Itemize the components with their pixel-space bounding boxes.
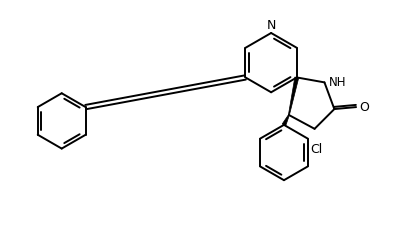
Text: N: N	[266, 19, 276, 32]
Polygon shape	[288, 78, 299, 116]
Text: O: O	[359, 100, 369, 113]
Text: NH: NH	[328, 76, 346, 89]
Polygon shape	[282, 115, 289, 126]
Text: Cl: Cl	[310, 142, 322, 155]
